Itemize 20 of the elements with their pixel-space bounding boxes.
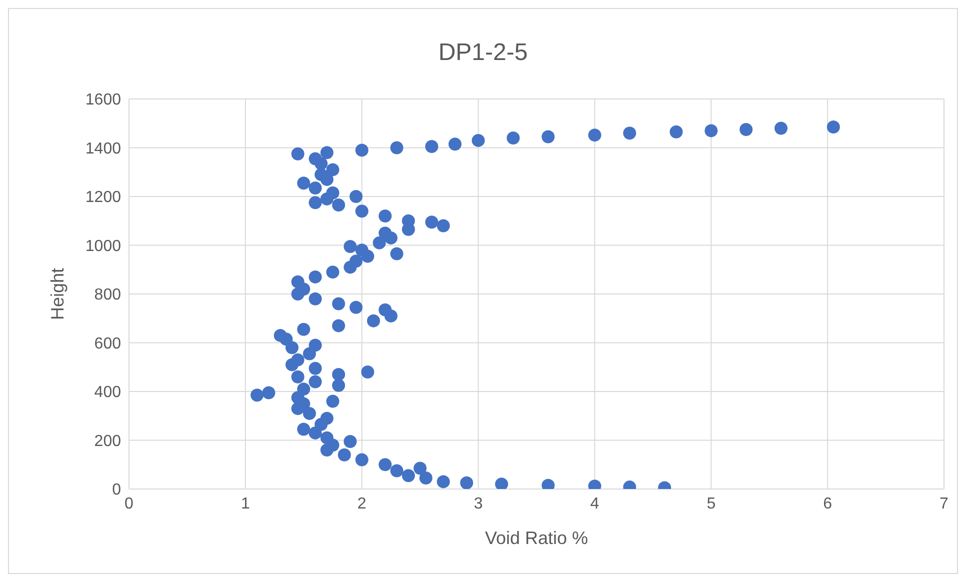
y-tick-label: 0 — [112, 482, 122, 499]
x-tick-label: 0 — [124, 495, 134, 512]
x-tick-label: 6 — [823, 495, 832, 512]
x-axis-title: Void Ratio % — [484, 528, 588, 548]
chart-title: DP1-2-5 — [437, 39, 529, 67]
x-tick-label: 3 — [474, 495, 483, 512]
x-tick-label: 4 — [590, 495, 600, 512]
y-axis-title: Height — [47, 268, 68, 320]
y-tick-label: 1200 — [85, 189, 122, 206]
y-tick-label: 1400 — [85, 140, 122, 158]
y-tick-label: 200 — [94, 432, 122, 450]
x-tick-label: 2 — [357, 495, 366, 512]
x-tick-label: 7 — [940, 495, 949, 512]
y-tick-label: 1000 — [85, 238, 122, 255]
y-tick-label: 1600 — [85, 92, 122, 109]
y-tick-label: 400 — [94, 384, 122, 402]
x-tick-label: 1 — [240, 495, 250, 512]
y-tick-label: 600 — [94, 335, 122, 352]
x-tick-label: 5 — [706, 495, 716, 512]
y-tick-label: 800 — [94, 286, 122, 304]
